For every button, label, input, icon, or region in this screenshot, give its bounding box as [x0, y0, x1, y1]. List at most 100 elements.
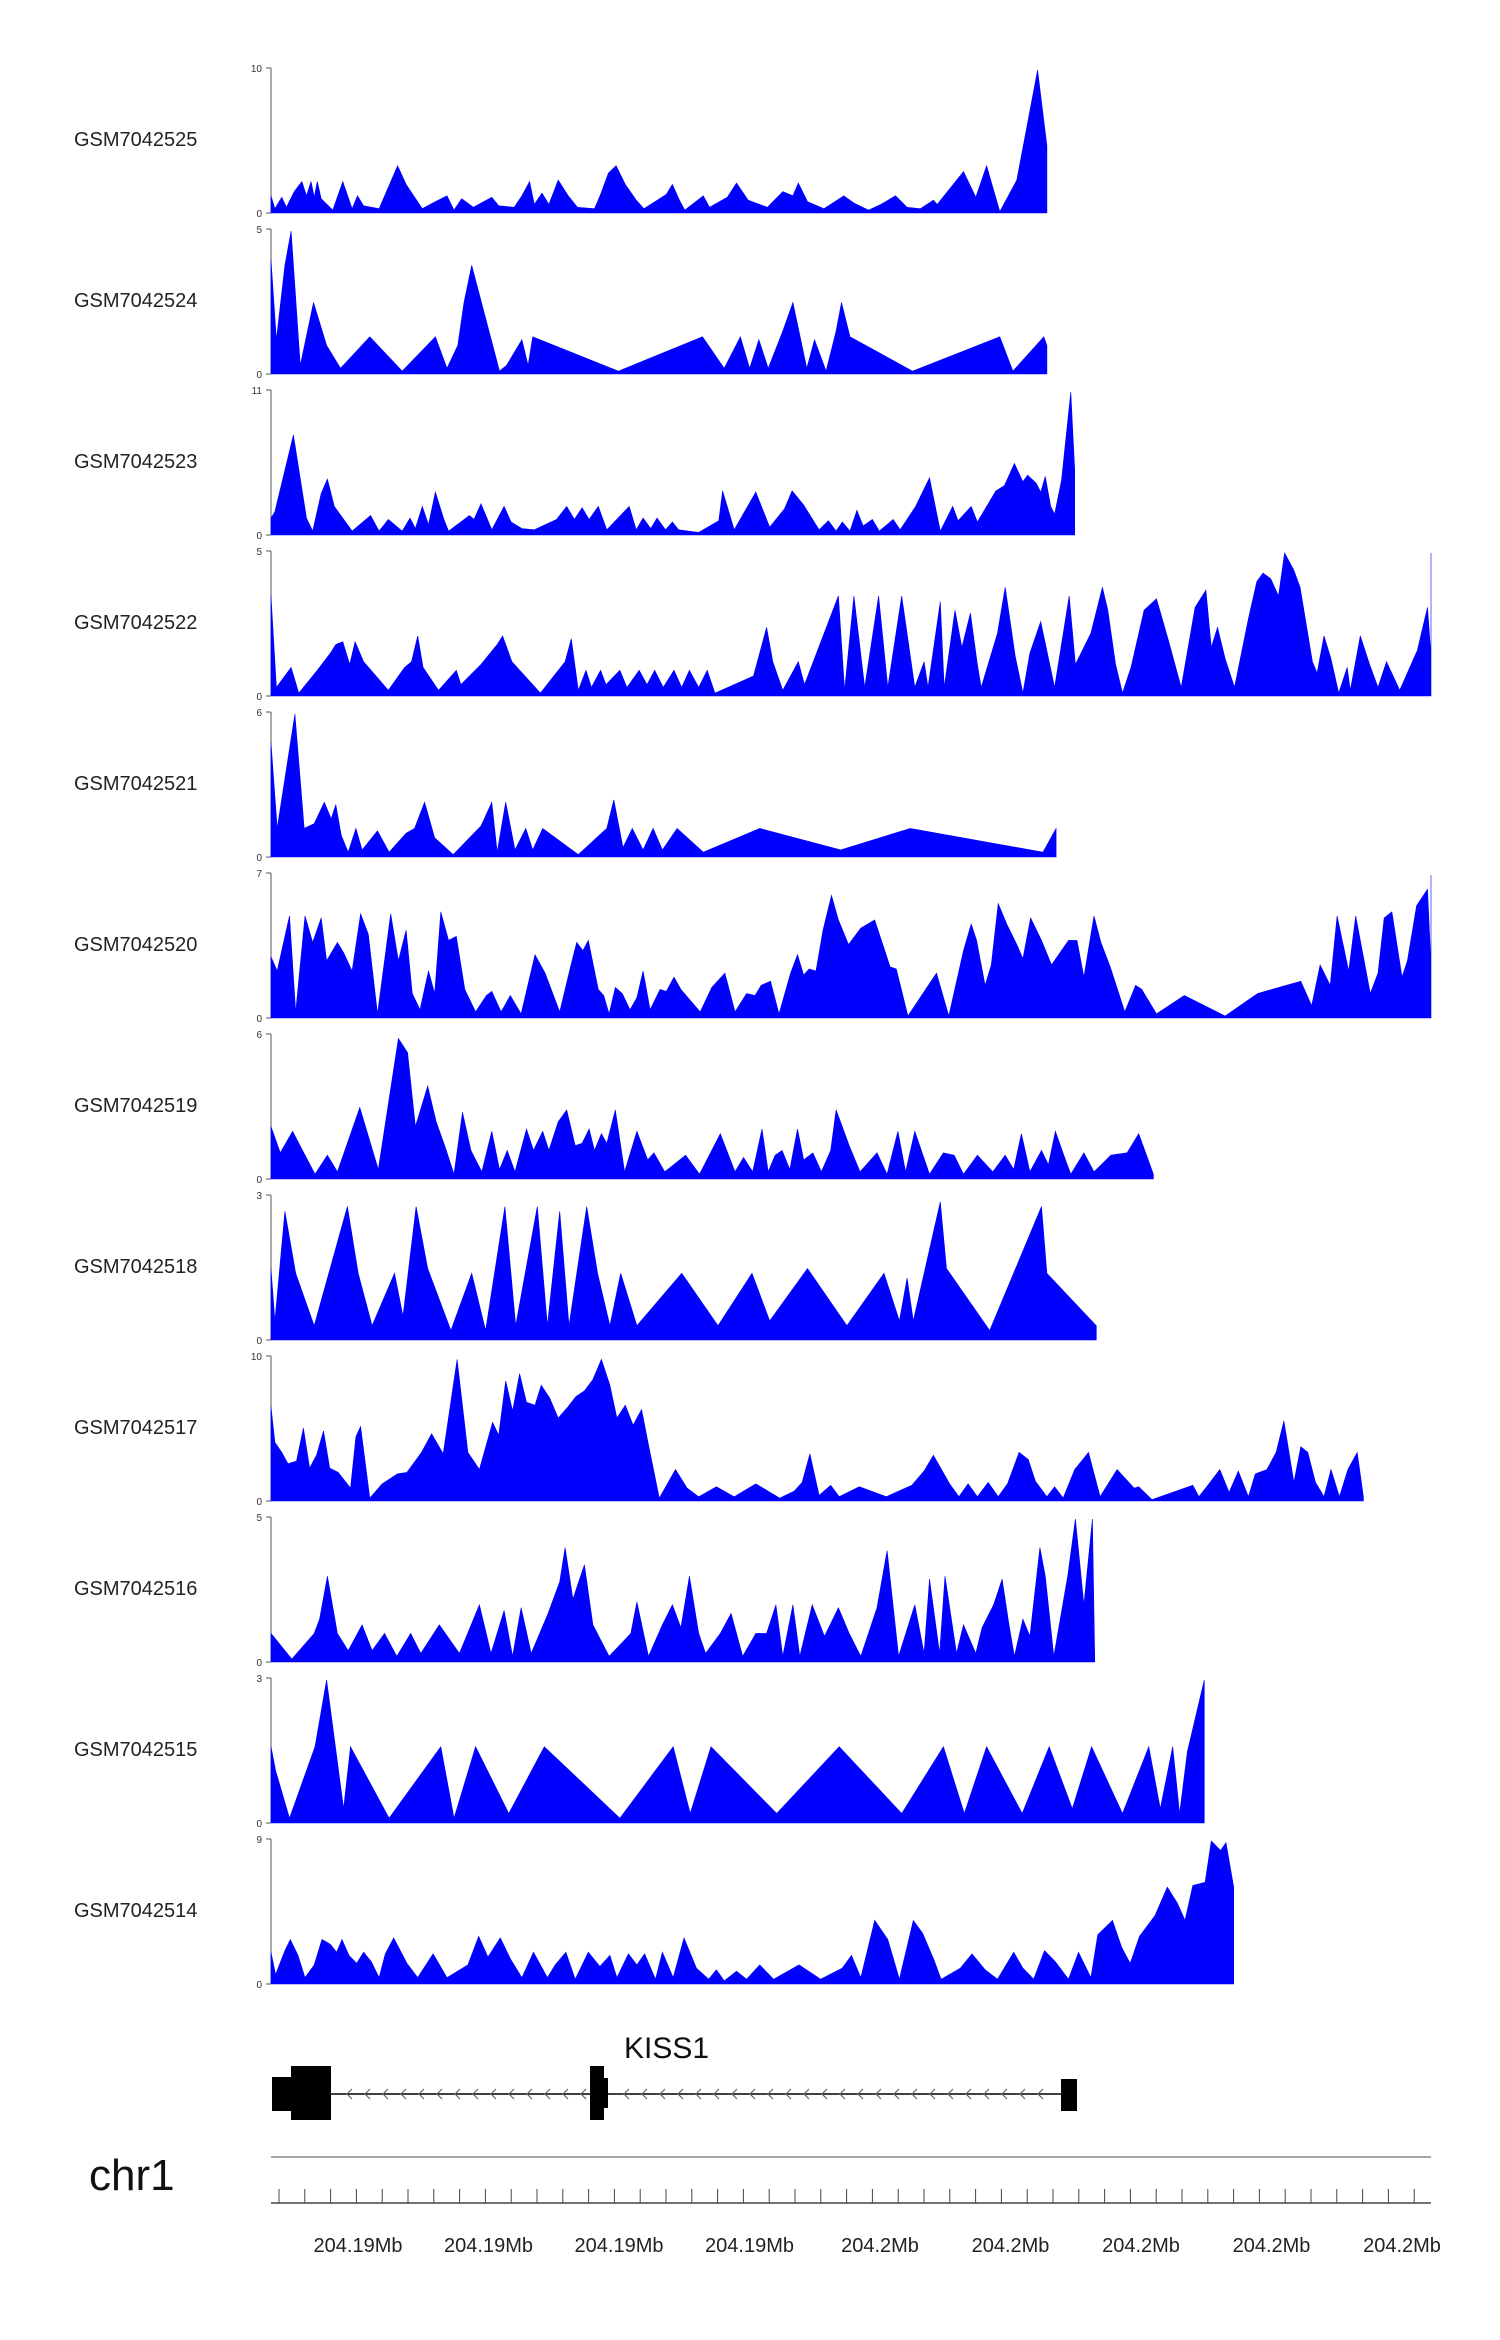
strand-arrow — [1019, 2088, 1026, 2100]
y-tick-label-min: 0 — [256, 1336, 262, 1347]
strand-arrow — [544, 2088, 551, 2100]
track-GSM7042514: GSM7042514 9 0 — [74, 1835, 1234, 1991]
x-tick-label: 204.19Mb — [314, 2235, 403, 2257]
strand-arrow — [436, 2088, 443, 2100]
track-GSM7042522: GSM7042522 5 0 — [74, 547, 1432, 703]
coverage-area — [270, 69, 1048, 214]
axis-tick-labels: 204.19Mb 204.19Mb 204.19Mb 204.19Mb 204.2Mb 2… — [314, 2235, 1441, 2257]
strand-arrow — [947, 2088, 954, 2100]
strand-arrow — [803, 2088, 810, 2100]
track-label: GSM7042519 — [74, 1095, 197, 1117]
y-tick-label-min: 0 — [256, 1819, 262, 1830]
track-GSM7042523: GSM7042523 11 0 — [74, 386, 1075, 542]
coverage-tracks: GSM7042525100GSM704252450GSM7042523110GS… — [74, 64, 1432, 1991]
strand-arrow — [983, 2088, 990, 2100]
y-tick-label-min: 0 — [256, 1980, 262, 1991]
x-tick-label: 204.2Mb — [972, 2235, 1050, 2257]
coverage-area — [270, 875, 1432, 1019]
track-GSM7042516: GSM7042516 5 0 — [74, 1513, 1095, 1669]
strand-arrow — [641, 2088, 648, 2100]
exon-2-utr — [604, 2078, 608, 2108]
track-GSM7042521: GSM7042521 6 0 — [74, 708, 1057, 864]
track-label: GSM7042520 — [74, 934, 197, 956]
coverage-area — [270, 1679, 1205, 1824]
strand-arrow — [472, 2088, 479, 2100]
track-label: GSM7042522 — [74, 612, 197, 634]
track-GSM7042524: GSM7042524 5 0 — [74, 225, 1048, 381]
coverage-area — [270, 230, 1048, 375]
strand-arrow — [1037, 2088, 1044, 2100]
y-tick-label-min: 0 — [256, 853, 262, 864]
y-tick-label-max: 9 — [256, 1835, 262, 1846]
y-tick-label-max: 5 — [256, 547, 262, 558]
strand-arrows — [346, 2088, 1044, 2100]
track-label: GSM7042524 — [74, 290, 197, 312]
strand-arrow — [911, 2088, 918, 2100]
strand-arrow — [400, 2088, 407, 2100]
x-tick-label: 204.2Mb — [1363, 2235, 1441, 2257]
x-tick-label: 204.19Mb — [444, 2235, 533, 2257]
y-tick-label-min: 0 — [256, 1014, 262, 1025]
y-tick-label-max: 3 — [256, 1674, 262, 1685]
track-label: GSM7042515 — [74, 1739, 197, 1761]
strand-arrow — [875, 2088, 882, 2100]
y-tick-label-min: 0 — [256, 1175, 262, 1186]
strand-arrow — [695, 2088, 702, 2100]
strand-arrow — [929, 2088, 936, 2100]
strand-arrow — [785, 2088, 792, 2100]
x-tick-label: 204.2Mb — [841, 2235, 919, 2257]
strand-arrow — [490, 2088, 497, 2100]
track-label: GSM7042525 — [74, 129, 197, 151]
x-tick-label: 204.19Mb — [705, 2235, 794, 2257]
coverage-area — [270, 1518, 1095, 1663]
y-tick-label-min: 0 — [256, 209, 262, 220]
y-tick-label-max: 6 — [256, 1030, 262, 1041]
strand-arrow — [454, 2088, 461, 2100]
strand-arrow — [364, 2088, 371, 2100]
strand-arrow — [839, 2088, 846, 2100]
track-GSM7042525: GSM7042525 10 0 — [74, 64, 1048, 220]
strand-arrow — [382, 2088, 389, 2100]
strand-arrow — [562, 2088, 569, 2100]
exon-1-cds — [291, 2066, 331, 2120]
y-tick-label-max: 5 — [256, 1513, 262, 1524]
coverage-area — [270, 1840, 1234, 1985]
y-tick-label-min: 0 — [256, 692, 262, 703]
strand-arrow — [659, 2088, 666, 2100]
track-label: GSM7042516 — [74, 1578, 197, 1600]
strand-arrow — [713, 2088, 720, 2100]
track-label: GSM7042523 — [74, 451, 197, 473]
y-tick-label-min: 0 — [256, 1658, 262, 1669]
coverage-area — [270, 1358, 1364, 1502]
x-tick-label: 204.19Mb — [575, 2235, 664, 2257]
track-label: GSM7042518 — [74, 1256, 197, 1278]
exon-3-utr — [1061, 2079, 1077, 2111]
track-GSM7042518: GSM7042518 3 0 — [74, 1191, 1097, 1347]
strand-arrow — [677, 2088, 684, 2100]
y-tick-label-max: 5 — [256, 225, 262, 236]
track-GSM7042520: GSM7042520 7 0 — [74, 869, 1432, 1025]
y-tick-label-max: 7 — [256, 869, 262, 880]
strand-arrow — [731, 2088, 738, 2100]
y-tick-label-min: 0 — [256, 531, 262, 542]
strand-arrow — [965, 2088, 972, 2100]
coverage-area — [270, 713, 1057, 858]
strand-arrow — [418, 2088, 425, 2100]
strand-arrow — [857, 2088, 864, 2100]
strand-arrow — [893, 2088, 900, 2100]
strand-arrow — [346, 2088, 353, 2100]
track-GSM7042517: GSM7042517 10 0 — [74, 1352, 1364, 1508]
strand-arrow — [767, 2088, 774, 2100]
y-tick-label-min: 0 — [256, 1497, 262, 1508]
strand-arrow — [749, 2088, 756, 2100]
strand-arrow — [1001, 2088, 1008, 2100]
track-label: GSM7042517 — [74, 1417, 197, 1439]
y-tick-label-max: 11 — [252, 386, 263, 397]
exon-1-utr — [272, 2077, 294, 2111]
genome-axis: chr1 204.19Mb 204.19Mb 204.19Mb 204.19Mb 204… — [89, 2151, 1441, 2257]
gene-model-kiss1: KISS1 — [272, 2032, 1077, 2120]
y-tick-label-max: 6 — [256, 708, 262, 719]
strand-arrow — [580, 2088, 587, 2100]
track-GSM7042519: GSM7042519 6 0 — [74, 1030, 1154, 1186]
